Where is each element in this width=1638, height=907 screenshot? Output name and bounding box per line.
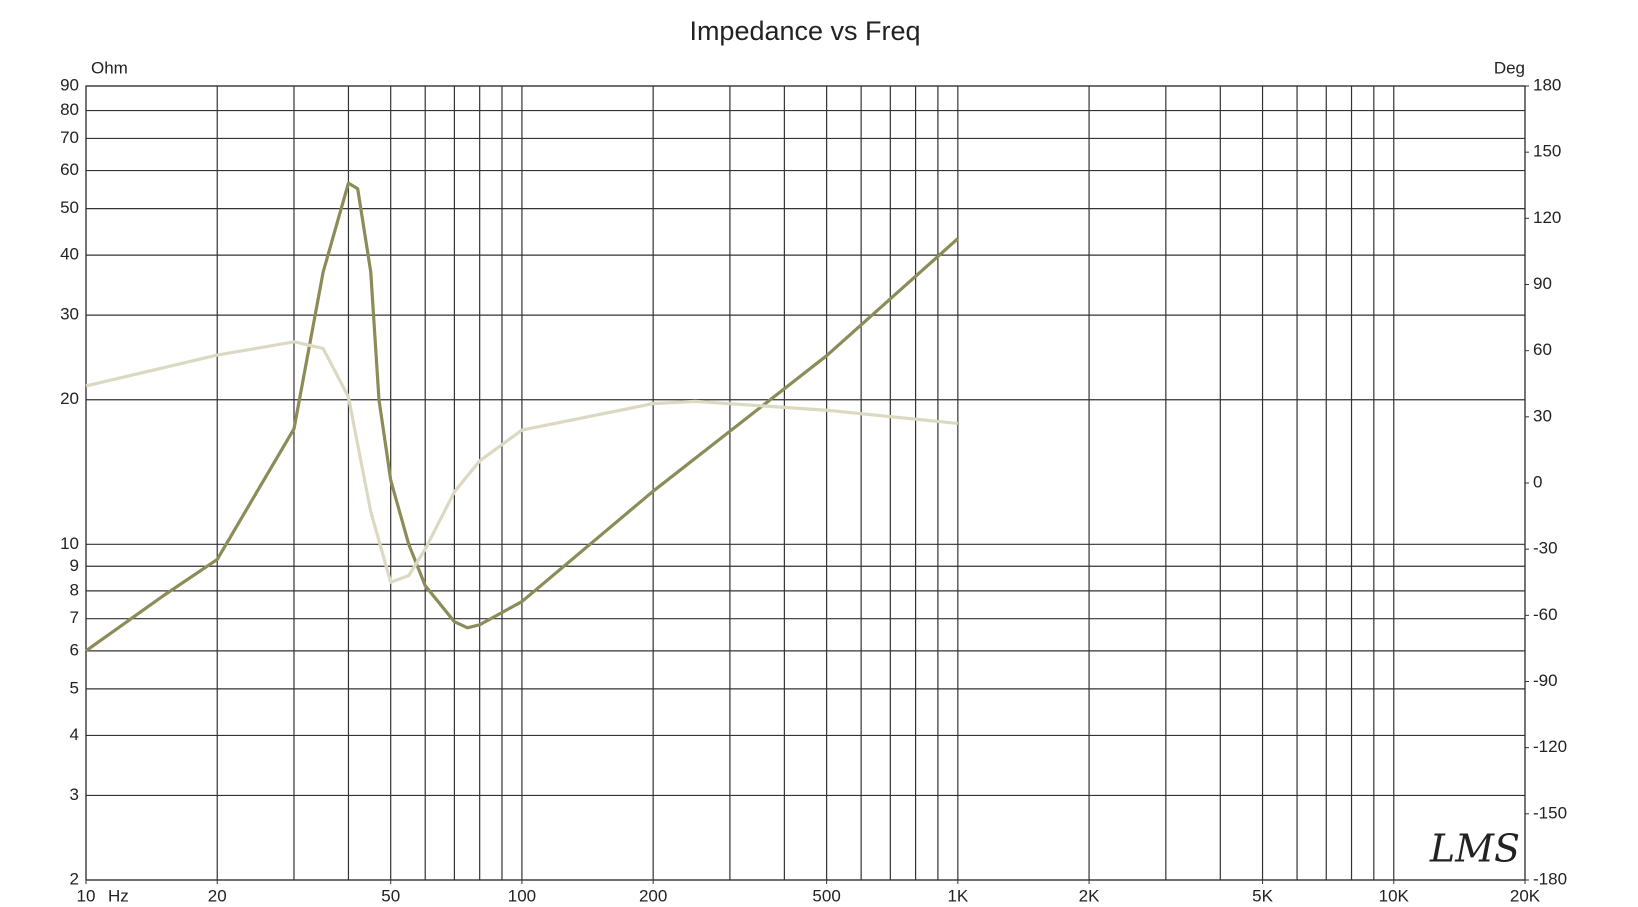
y2-tick-label: 60: [1533, 340, 1552, 359]
y2-tick-label: -90: [1533, 671, 1558, 690]
x-tick-label: 50: [381, 886, 400, 905]
x-axis-label: Hz: [108, 886, 129, 905]
y2-tick-label: -120: [1533, 737, 1567, 756]
x-tick-label: 5K: [1252, 886, 1273, 905]
plot-frame: [85, 85, 1526, 881]
y-tick-label: 80: [60, 100, 79, 119]
y-tick-label: 40: [60, 245, 79, 264]
y2-tick-label: 180: [1533, 75, 1561, 94]
series-line: [85, 181, 959, 653]
y-tick-label: 9: [70, 556, 79, 575]
y-tick-label: 3: [70, 785, 79, 804]
series-line: [85, 340, 959, 584]
x-tick-label: 500: [812, 886, 840, 905]
y2-tick-label: -180: [1533, 869, 1567, 888]
y-tick-label: 70: [60, 128, 79, 147]
y2-axis-label: Deg: [1494, 58, 1525, 77]
y-tick-label: 20: [60, 389, 79, 408]
x-tick-label: 200: [639, 886, 667, 905]
y2-tick-label: 150: [1533, 142, 1561, 161]
x-tick-label: 10: [77, 886, 96, 905]
y2-tick-label: -150: [1533, 803, 1567, 822]
y2-tick-label: 0: [1533, 472, 1542, 491]
x-tick-label: 100: [508, 886, 536, 905]
y-tick-label: 8: [70, 580, 79, 599]
y-tick-label: 50: [60, 198, 79, 217]
y-tick-label: 90: [60, 75, 79, 94]
y-tick-label: 6: [70, 640, 79, 659]
y2-tick-label: -60: [1533, 605, 1558, 624]
y2-tick-label: 30: [1533, 406, 1552, 425]
y-axis-label: Ohm: [91, 58, 128, 77]
x-tick-label: 1K: [947, 886, 968, 905]
y2-tick-label: -30: [1533, 539, 1558, 558]
y-tick-label: 2: [70, 869, 79, 888]
y-tick-label: 4: [70, 725, 79, 744]
x-tick-label: 20K: [1510, 886, 1541, 905]
y-tick-label: 7: [70, 608, 79, 627]
y-tick-label: 10: [60, 534, 79, 553]
chart-title: Impedance vs Freq: [689, 16, 920, 46]
x-tick-label: 2K: [1079, 886, 1100, 905]
y2-tick-label: 120: [1533, 208, 1561, 227]
x-tick-label: 20: [208, 886, 227, 905]
y-tick-label: 5: [70, 678, 79, 697]
x-tick-label: 10K: [1379, 886, 1410, 905]
y2-tick-label: 90: [1533, 274, 1552, 293]
logo: LMS: [1429, 827, 1520, 871]
y-tick-label: 60: [60, 160, 79, 179]
y-tick-label: 30: [60, 305, 79, 324]
